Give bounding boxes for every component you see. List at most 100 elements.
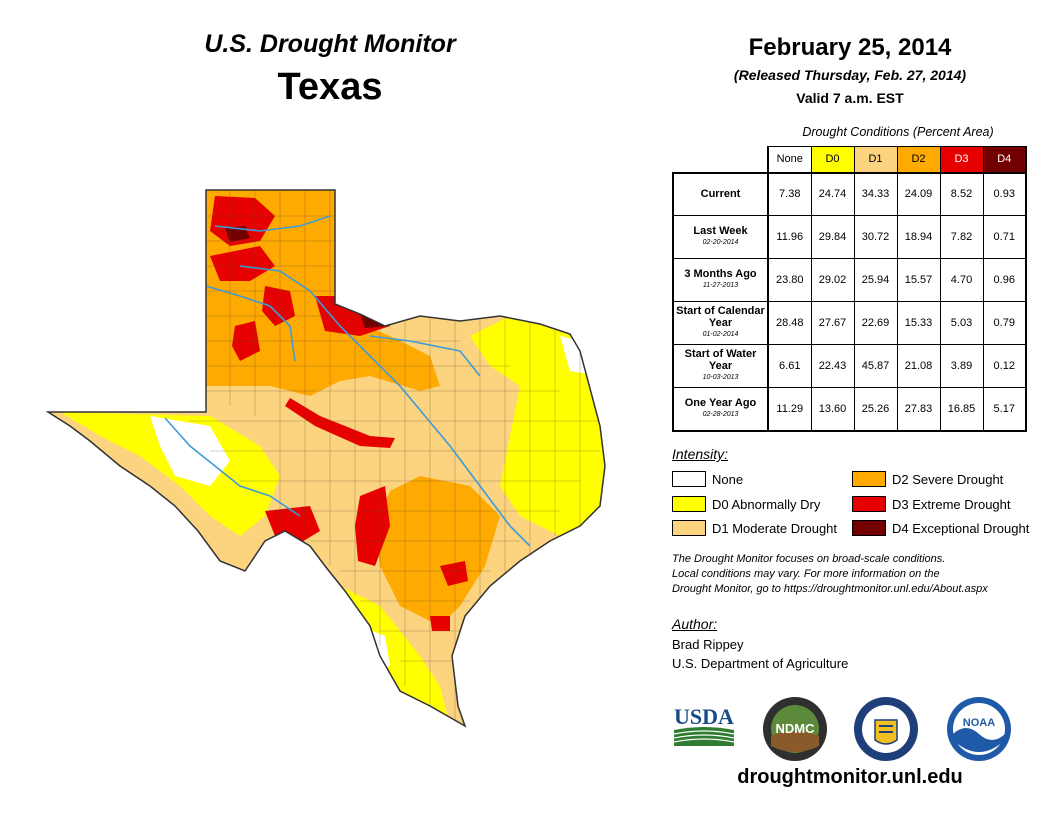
cell: 7.82 bbox=[939, 215, 984, 259]
cell: 18.94 bbox=[896, 215, 941, 259]
col-d2: D2 bbox=[896, 146, 941, 173]
rivers bbox=[164, 215, 531, 547]
texas-outline bbox=[45, 189, 606, 728]
row-label: 3 Months Ago 11-27-2013 bbox=[672, 258, 769, 302]
region-d0-west bbox=[60, 412, 280, 536]
table-row: Start of Water Year 10-03-2013 6.61 22.43… bbox=[672, 344, 1027, 388]
col-none: None bbox=[767, 146, 812, 173]
cell: 30.72 bbox=[853, 215, 898, 259]
release-date: (Released Thursday, Feb. 27, 2014) bbox=[733, 67, 967, 83]
cell: 27.67 bbox=[810, 301, 855, 345]
legend-label: None bbox=[712, 471, 744, 487]
cell: 0.71 bbox=[982, 215, 1027, 259]
region-d3-panhandle-n bbox=[210, 196, 275, 246]
cell: 29.84 bbox=[810, 215, 855, 259]
cell: 22.69 bbox=[853, 301, 898, 345]
site-url[interactable]: droughtmonitor.unl.edu bbox=[737, 766, 963, 788]
legend-item-d4: D4 Exceptional Drought bbox=[852, 519, 1029, 537]
cell: 15.33 bbox=[896, 301, 941, 345]
cell: 3.89 bbox=[939, 344, 984, 388]
cell: 0.12 bbox=[982, 344, 1027, 388]
legend-label: D0 Abnormally Dry bbox=[712, 496, 821, 512]
region-d3-south-central bbox=[355, 486, 390, 566]
cell: 8.52 bbox=[939, 171, 984, 216]
cell: 22.43 bbox=[810, 344, 855, 388]
noaa-logo: NOAA bbox=[946, 696, 1012, 762]
region-d2-south bbox=[375, 476, 500, 626]
region-d3-panhandle-m bbox=[210, 246, 275, 281]
county-lines bbox=[190, 190, 600, 726]
legend-item-d3: D3 Extreme Drought bbox=[852, 495, 1011, 513]
author-organization: U.S. Department of Agriculture bbox=[672, 656, 849, 671]
svg-text:NDMC: NDMC bbox=[776, 721, 816, 736]
cell: 21.08 bbox=[896, 344, 941, 388]
cell: 0.93 bbox=[982, 171, 1027, 216]
table-row: 3 Months Ago 11-27-2013 23.80 29.02 25.94… bbox=[672, 258, 1027, 302]
col-d3: D3 bbox=[939, 146, 984, 173]
legend-item-none: None bbox=[672, 470, 743, 488]
cell: 45.87 bbox=[853, 344, 898, 388]
legend-swatch bbox=[672, 496, 706, 512]
commerce-seal-logo bbox=[853, 696, 919, 762]
legend-item-d2: D2 Severe Drought bbox=[852, 470, 1003, 488]
cell: 4.70 bbox=[939, 258, 984, 302]
row-label: Last Week 02-20-2014 bbox=[672, 215, 769, 259]
table-row: Current 7.38 24.74 34.33 24.09 8.52 0.93 bbox=[672, 171, 1027, 216]
svg-text:NOAA: NOAA bbox=[963, 717, 995, 729]
cell: 16.85 bbox=[939, 387, 984, 432]
cell: 24.74 bbox=[810, 171, 855, 216]
drought-regions bbox=[48, 190, 605, 726]
legend-label: D4 Exceptional Drought bbox=[892, 520, 1030, 536]
table-row: Last Week 02-20-2014 11.96 29.84 30.72 18… bbox=[672, 215, 1027, 259]
valid-time: Valid 7 a.m. EST bbox=[796, 90, 904, 106]
usda-logo: USDA bbox=[672, 700, 736, 748]
ndmc-logo: NDMC bbox=[762, 696, 828, 762]
row-label: Start of Water Year 10-03-2013 bbox=[672, 344, 769, 388]
col-d0: D0 bbox=[810, 146, 855, 173]
cell: 28.48 bbox=[767, 301, 812, 345]
col-d4: D4 bbox=[982, 146, 1027, 173]
legend-title: Intensity: bbox=[672, 446, 729, 462]
legend-label: D3 Extreme Drought bbox=[892, 496, 1011, 512]
cell: 13.60 bbox=[810, 387, 855, 432]
region-d3-central-band bbox=[285, 398, 395, 448]
region-d0-south bbox=[340, 586, 450, 726]
legend-swatch bbox=[852, 471, 886, 487]
region-d3-coastal bbox=[440, 561, 468, 586]
legend-swatch bbox=[672, 471, 706, 487]
cell: 24.09 bbox=[896, 171, 941, 216]
table-caption: Drought Conditions (Percent Area) bbox=[802, 125, 994, 139]
col-d1: D1 bbox=[853, 146, 898, 173]
cell: 25.94 bbox=[853, 258, 898, 302]
monitor-title: U.S. Drought Monitor bbox=[204, 30, 456, 58]
cell: 6.61 bbox=[767, 344, 812, 388]
cell: 23.80 bbox=[767, 258, 812, 302]
row-label: Start of Calendar Year 01-02-2014 bbox=[672, 301, 769, 345]
author-name: Brad Rippey bbox=[672, 637, 744, 652]
legend-swatch bbox=[672, 520, 706, 536]
table-row: Start of Calendar Year 01-02-2014 28.48 2… bbox=[672, 301, 1027, 345]
legend-label: D1 Moderate Drought bbox=[712, 520, 838, 536]
region-d3-coast-s bbox=[430, 616, 450, 631]
cell: 27.83 bbox=[896, 387, 941, 432]
row-label: Current bbox=[672, 171, 769, 216]
table-header-row: None D0 D1 D2 D3 D4 bbox=[673, 146, 1027, 174]
legend-label: D2 Severe Drought bbox=[892, 471, 1004, 487]
info-note: The Drought Monitor focuses on broad-sca… bbox=[672, 553, 988, 595]
drought-map bbox=[40, 186, 640, 736]
cell: 11.96 bbox=[767, 215, 812, 259]
state-title: Texas bbox=[277, 66, 383, 108]
cell: 15.57 bbox=[896, 258, 941, 302]
region-d4-panhandle bbox=[225, 226, 250, 242]
cell: 7.38 bbox=[767, 171, 812, 216]
map-date: February 25, 2014 bbox=[748, 34, 952, 61]
drought-conditions-table: None D0 D1 D2 D3 D4 Current 7.38 24.74 3… bbox=[672, 146, 1027, 432]
row-label: One Year Ago 02-28-2013 bbox=[672, 387, 769, 432]
svg-text:USDA: USDA bbox=[674, 704, 734, 729]
cell: 34.33 bbox=[853, 171, 898, 216]
texas-map-svg bbox=[45, 189, 606, 728]
region-none-west bbox=[150, 416, 230, 486]
cell: 5.17 bbox=[982, 387, 1027, 432]
legend-swatch bbox=[852, 520, 886, 536]
legend-swatch bbox=[852, 496, 886, 512]
